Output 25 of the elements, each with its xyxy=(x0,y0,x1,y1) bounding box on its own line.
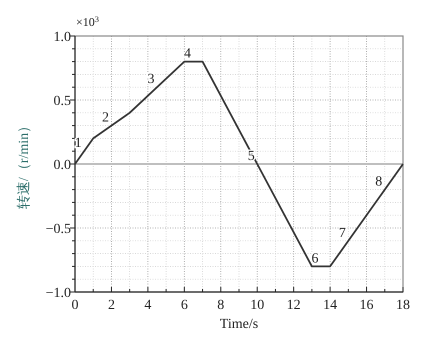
y-axis-title: 转速/（r/min） xyxy=(16,118,32,210)
annotation: 3 xyxy=(148,72,154,88)
annotation: 1 xyxy=(74,136,82,152)
x-tick-label: 2 xyxy=(108,298,115,313)
annotation: 7 xyxy=(338,226,346,241)
y-tick-label: −1.0 xyxy=(46,286,71,301)
x-axis-title: Time/s xyxy=(220,317,258,332)
x-tick-label: 16 xyxy=(360,298,374,313)
x-tick-label: 4 xyxy=(144,298,152,313)
annotation: 4 xyxy=(184,46,191,62)
x-tick-label: 12 xyxy=(286,298,301,313)
x-tick-label: 8 xyxy=(217,298,224,313)
y-tick-label: 1.0 xyxy=(54,30,71,45)
x-tick-label: 14 xyxy=(323,298,338,313)
x-tick-label: 18 xyxy=(396,298,410,313)
annotation: 8 xyxy=(375,174,382,190)
y-tick-label: 0.0 xyxy=(54,158,71,173)
annotation: 6 xyxy=(312,251,318,266)
x-tick-label: 10 xyxy=(250,298,264,313)
x-tick-label: 6 xyxy=(180,298,188,313)
annotation: 2 xyxy=(102,110,109,126)
y-tick-label: −0.5 xyxy=(46,222,71,237)
x-tick-label: 0 xyxy=(72,298,78,313)
y-tick-label: 0.5 xyxy=(54,94,71,109)
text: ×10$^{3}$ xyxy=(76,14,99,29)
